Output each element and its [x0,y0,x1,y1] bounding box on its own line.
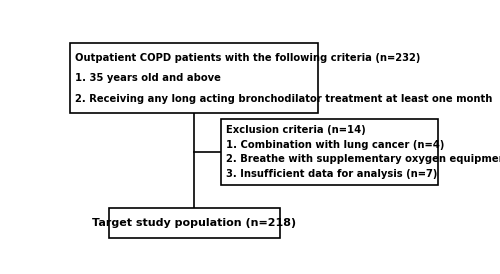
Text: Target study population (n=218): Target study population (n=218) [92,218,296,228]
FancyBboxPatch shape [222,119,438,185]
Text: 1. 35 years old and above: 1. 35 years old and above [76,73,221,83]
Text: 2. Breathe with supplementary oxygen equipment (n=3): 2. Breathe with supplementary oxygen equ… [226,154,500,164]
FancyBboxPatch shape [70,44,318,113]
Text: 2. Receiving any long acting bronchodilator treatment at least one month: 2. Receiving any long acting bronchodila… [76,94,492,104]
Text: Exclusion criteria (n=14): Exclusion criteria (n=14) [226,125,366,135]
Text: Outpatient COPD patients with the following criteria (n=232): Outpatient COPD patients with the follow… [76,53,420,62]
FancyBboxPatch shape [109,208,280,238]
Text: 1. Combination with lung cancer (n=4): 1. Combination with lung cancer (n=4) [226,140,445,150]
Text: 3. Insufficient data for analysis (n=7): 3. Insufficient data for analysis (n=7) [226,169,438,179]
